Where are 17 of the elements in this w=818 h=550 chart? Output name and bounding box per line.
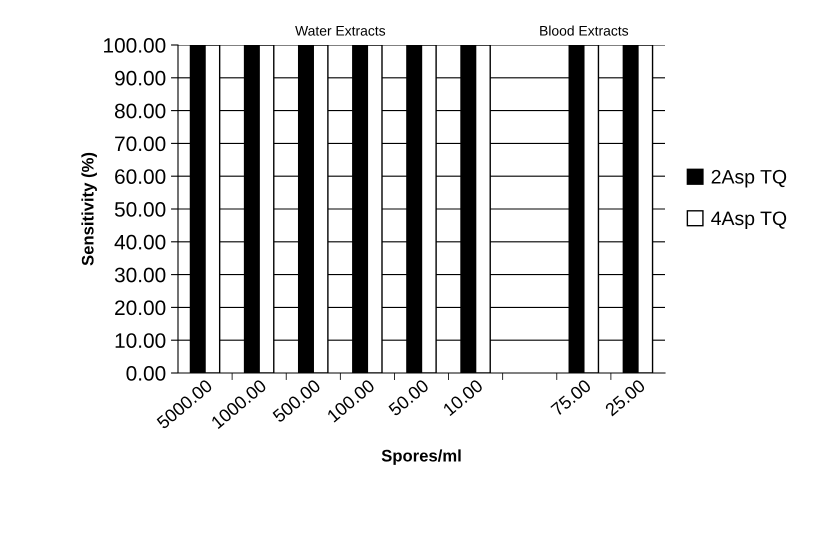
y-tick-label: 80.00 [114, 104, 166, 118]
y-tick-label: 30.00 [114, 268, 166, 282]
y-tick-label: 70.00 [115, 136, 166, 152]
legend-label: 2Asp TQ [712, 170, 786, 188]
y-axis-title: Sensitivity (%) [81, 152, 97, 266]
y-tick-label: 100.00 [104, 38, 166, 53]
y-tick-label: 20.00 [115, 300, 166, 316]
y-tick-label: 0.00 [126, 366, 166, 381]
y-tick-label: 10.00 [116, 333, 166, 348]
y-tick-label: 40.00 [114, 234, 166, 250]
y-tick-label: 90.00 [115, 70, 166, 86]
legend-label: 4Asp TQ [711, 211, 786, 230]
text: Blood Extracts [540, 25, 628, 36]
text: Water Extracts [295, 26, 386, 36]
x-axis-title: Spores/ml [382, 449, 461, 465]
y-tick-label: 50.00 [114, 202, 166, 217]
y-tick-label: 60.00 [115, 169, 166, 184]
